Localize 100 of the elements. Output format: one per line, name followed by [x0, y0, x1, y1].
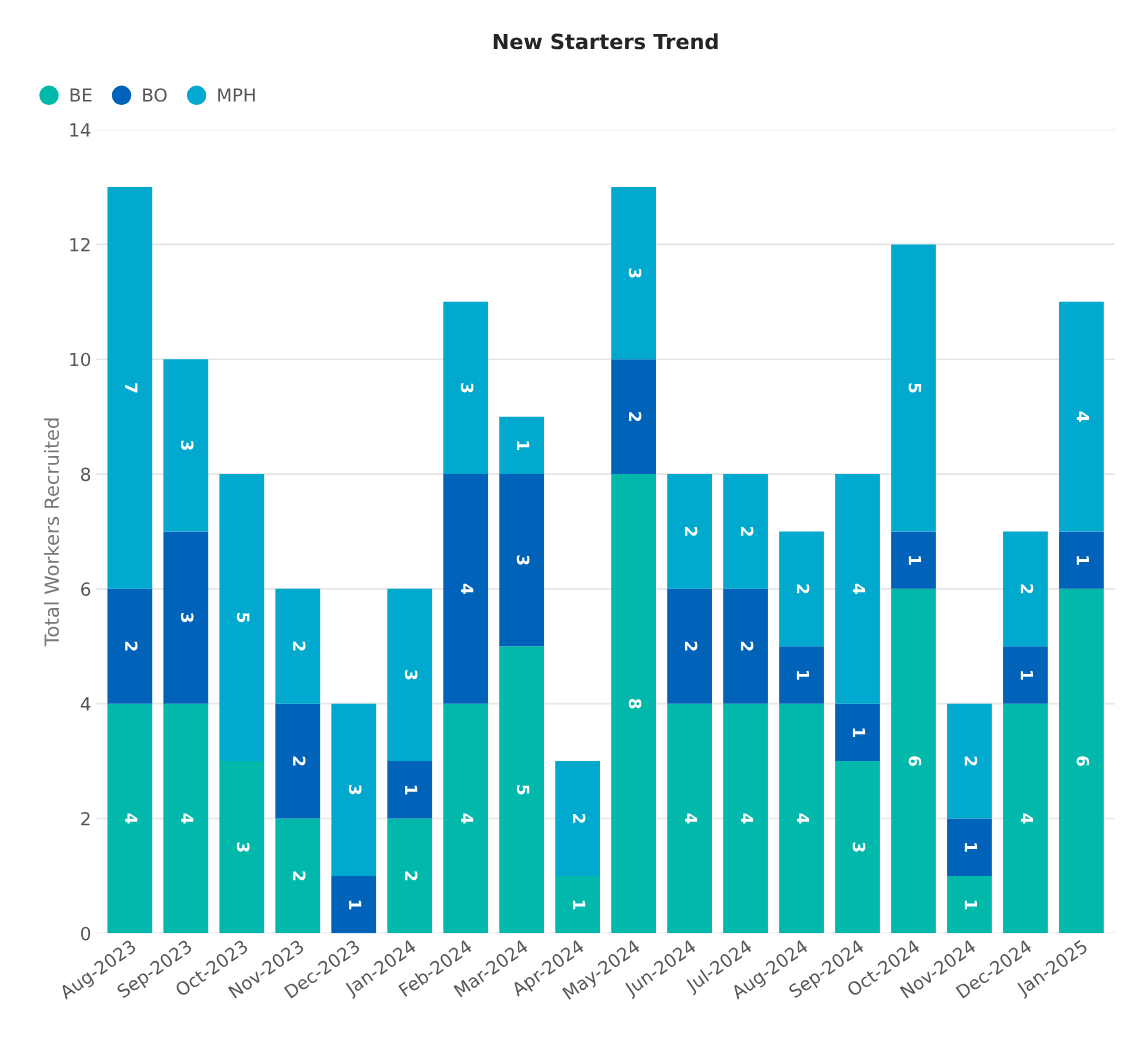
data-label: 4	[181, 813, 194, 824]
bar	[499, 416, 545, 475]
bar	[1059, 531, 1104, 589]
bar	[331, 875, 377, 934]
data-label: 5	[236, 613, 250, 623]
data-label: 8	[628, 698, 642, 709]
legend-label: BO	[143, 88, 167, 102]
y-tick-label: 6	[81, 582, 91, 596]
y-axis-title: Total Workers Recruited	[44, 418, 60, 647]
bar	[555, 875, 601, 934]
bar	[387, 761, 433, 819]
data-label: 1	[908, 556, 922, 565]
data-label: 3	[516, 555, 530, 565]
data-label: 2	[684, 641, 698, 651]
data-label: 1	[1020, 671, 1034, 680]
bar	[947, 875, 992, 934]
data-label: 2	[293, 641, 306, 651]
bar	[779, 531, 824, 647]
data-label: 2	[740, 641, 754, 651]
bar	[219, 761, 265, 934]
bar	[275, 588, 321, 704]
bar	[163, 531, 209, 704]
data-label: 4	[852, 583, 866, 594]
bar	[611, 359, 656, 475]
y-tick-label: 4	[80, 697, 91, 711]
bar	[723, 703, 768, 934]
bar	[611, 187, 656, 360]
data-label: 5	[516, 785, 530, 795]
data-label: 3	[852, 842, 866, 852]
data-label: 5	[908, 383, 922, 393]
bar	[219, 474, 265, 762]
bar	[1059, 301, 1104, 532]
y-tick-label: 0	[81, 926, 91, 941]
bar	[107, 703, 153, 934]
y-tick-label: 8	[81, 467, 91, 482]
data-label: 3	[348, 785, 362, 795]
bar	[1059, 588, 1104, 934]
bar	[275, 818, 321, 934]
data-label: 4	[740, 813, 754, 824]
bar	[555, 761, 601, 876]
data-label: 4	[461, 813, 474, 824]
data-label: 2	[293, 871, 306, 881]
bar	[387, 818, 433, 934]
bar	[835, 703, 880, 762]
bar	[1003, 703, 1048, 934]
data-label: 4	[796, 813, 810, 824]
y-tick-label: 10	[70, 352, 91, 367]
data-label: 3	[460, 383, 474, 393]
bar	[667, 588, 712, 704]
data-label: 3	[180, 440, 194, 450]
data-label: 1	[1076, 556, 1089, 565]
data-label: 4	[125, 813, 138, 824]
bar	[1003, 646, 1048, 704]
bar	[667, 703, 712, 934]
y-tick-label: 2	[81, 811, 90, 826]
bar	[499, 646, 545, 934]
y-tick-label: 12	[70, 237, 90, 252]
bar	[499, 474, 545, 647]
bar	[163, 703, 209, 934]
data-label: 2	[629, 412, 642, 421]
bar	[443, 301, 489, 475]
bar	[107, 588, 153, 704]
bar	[107, 187, 153, 589]
data-label: 2	[573, 814, 586, 823]
bar	[163, 359, 209, 532]
bar	[779, 703, 824, 934]
bar	[891, 588, 936, 934]
data-label: 4	[461, 583, 474, 594]
data-label: 2	[405, 871, 418, 881]
data-label: 2	[684, 526, 698, 536]
data-label: 4	[1020, 813, 1034, 824]
data-label: 6	[1076, 756, 1090, 766]
y-tick-label: 14	[70, 123, 91, 137]
data-label: 1	[349, 900, 362, 910]
data-label: 3	[236, 842, 250, 852]
bar	[891, 531, 936, 589]
bar	[723, 474, 768, 589]
data-label: 3	[628, 268, 642, 278]
bar	[443, 474, 489, 704]
chart-title: New Starters Trend	[493, 33, 718, 50]
data-label: 7	[125, 383, 138, 393]
bar	[387, 588, 433, 762]
data-label: 4	[1076, 411, 1089, 422]
bar	[275, 703, 321, 819]
data-label: 1	[405, 785, 418, 795]
bar	[891, 244, 936, 532]
data-label: 1	[852, 728, 866, 738]
data-label: 1	[964, 900, 978, 910]
data-label: 2	[293, 756, 306, 766]
bar	[779, 646, 824, 704]
legend-label: BE	[70, 88, 92, 102]
bar	[723, 588, 768, 704]
bar	[667, 474, 712, 589]
data-label: 2	[125, 641, 138, 651]
data-label: 2	[964, 756, 978, 766]
bar	[947, 703, 992, 819]
data-label: 4	[684, 813, 698, 824]
data-label: 6	[908, 756, 922, 766]
bar	[611, 474, 656, 934]
data-label: 1	[796, 671, 810, 680]
